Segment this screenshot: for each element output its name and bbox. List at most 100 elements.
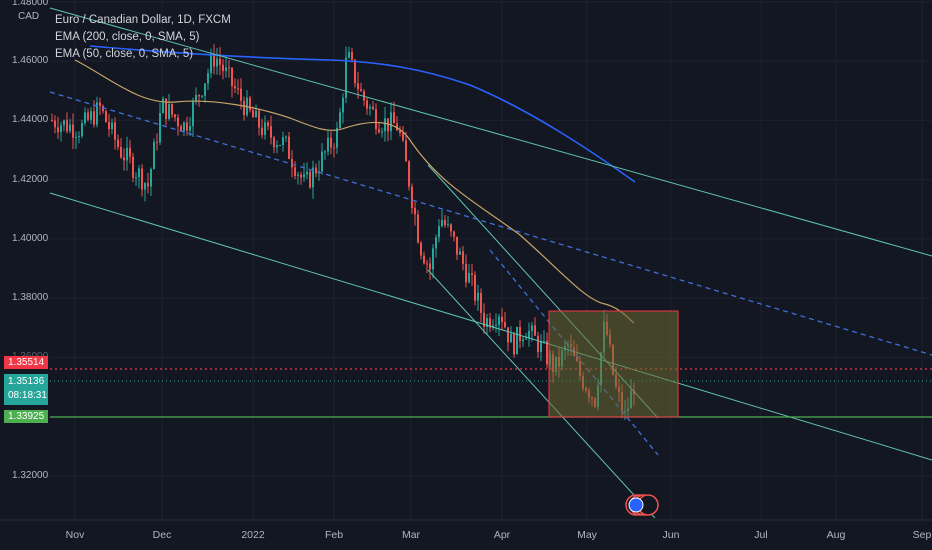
candle-body bbox=[507, 327, 509, 343]
candle-body bbox=[420, 242, 422, 256]
horizontal-line-tag: 1.33925 bbox=[4, 410, 48, 423]
candle-body bbox=[66, 120, 68, 132]
candle-body bbox=[120, 146, 122, 158]
candle-body bbox=[402, 133, 404, 141]
bar-countdown: 08:18:31 bbox=[8, 390, 47, 401]
candle-body bbox=[492, 325, 494, 328]
candlesticks bbox=[51, 44, 635, 420]
candle-body bbox=[96, 102, 98, 125]
candle-body bbox=[435, 237, 437, 249]
candle-body bbox=[450, 224, 452, 232]
candle-body bbox=[249, 97, 251, 111]
candle-body bbox=[54, 120, 56, 128]
candle-body bbox=[132, 156, 134, 178]
time-label: Aug bbox=[826, 529, 846, 541]
candle-body bbox=[186, 122, 188, 131]
candle-body bbox=[195, 94, 197, 102]
time-label: Feb bbox=[324, 529, 344, 541]
candle-body bbox=[465, 263, 467, 283]
candle-body bbox=[198, 94, 200, 97]
candle-body bbox=[189, 126, 191, 131]
candle-body bbox=[447, 224, 449, 226]
candle-body bbox=[360, 89, 362, 92]
candle-body bbox=[504, 322, 506, 328]
candle-body bbox=[75, 136, 77, 138]
candle-body bbox=[183, 122, 185, 132]
candle-body bbox=[273, 137, 275, 148]
ema50-line bbox=[74, 59, 635, 324]
candle-body bbox=[477, 292, 479, 301]
candle-body bbox=[522, 339, 524, 342]
candle-body bbox=[213, 54, 215, 67]
price-tick: 1.32000 bbox=[12, 470, 49, 481]
candle-body bbox=[150, 169, 152, 187]
candle-body bbox=[459, 251, 461, 255]
candle-body bbox=[378, 129, 380, 133]
ema50-legend[interactable]: EMA (50, close, 0, SMA, 5) bbox=[55, 48, 194, 60]
candle-body bbox=[63, 120, 65, 126]
candle-body bbox=[531, 325, 533, 332]
candle-body bbox=[369, 106, 371, 109]
candle-body bbox=[471, 273, 473, 275]
candle-body bbox=[384, 118, 386, 132]
candle-body bbox=[144, 183, 146, 190]
candle-body bbox=[432, 248, 434, 270]
candle-body bbox=[390, 112, 392, 132]
candle-body bbox=[315, 167, 317, 174]
candle-body bbox=[159, 113, 161, 143]
candle-body bbox=[336, 128, 338, 148]
chart-grid bbox=[0, 0, 932, 521]
last-price-tag: 1.35514 bbox=[4, 356, 48, 369]
candle-body bbox=[231, 67, 233, 87]
candle-body bbox=[516, 326, 518, 355]
candle-body bbox=[99, 102, 101, 106]
candle-body bbox=[177, 117, 179, 127]
candle-body bbox=[312, 167, 314, 188]
symbol-title[interactable]: Euro / Canadian Dollar, 1D, FXCM bbox=[55, 14, 231, 26]
candle-body bbox=[462, 251, 464, 264]
event-bubble-icon bbox=[628, 497, 644, 513]
candle-body bbox=[399, 130, 401, 134]
candle-body bbox=[153, 141, 155, 170]
candle-body bbox=[84, 112, 86, 124]
candle-body bbox=[357, 83, 359, 90]
candle-body bbox=[60, 125, 62, 133]
current-price-value: 1.35136 bbox=[8, 376, 45, 387]
candle-body bbox=[135, 177, 137, 179]
candle-body bbox=[387, 118, 389, 132]
candle-body bbox=[363, 91, 365, 101]
candle-body bbox=[90, 111, 92, 120]
time-label: 2022 bbox=[241, 529, 265, 541]
candle-body bbox=[171, 103, 173, 115]
candle-body bbox=[210, 54, 212, 74]
rectangle-zone bbox=[548, 310, 679, 418]
candle-body bbox=[309, 171, 311, 188]
candle-body bbox=[138, 168, 140, 178]
candle-body bbox=[489, 318, 491, 328]
ema200-legend[interactable]: EMA (200, close, 0, SMA, 5) bbox=[55, 31, 200, 43]
candle-body bbox=[438, 226, 440, 238]
candle-body bbox=[348, 51, 350, 58]
dashed-projection bbox=[489, 249, 659, 456]
candle-body bbox=[255, 110, 257, 118]
candle-body bbox=[222, 64, 224, 72]
candle-body bbox=[393, 112, 395, 124]
candle-body bbox=[282, 137, 284, 146]
candle-body bbox=[279, 145, 281, 147]
candle-body bbox=[354, 59, 356, 84]
price-tick: 1.44000 bbox=[12, 114, 49, 125]
time-label: Mar bbox=[401, 529, 421, 541]
candle-body bbox=[69, 124, 71, 132]
candle-body bbox=[168, 103, 170, 119]
candle-body bbox=[147, 183, 149, 187]
candle-body bbox=[453, 231, 455, 237]
candle-body bbox=[423, 255, 425, 264]
candle-body bbox=[525, 338, 527, 340]
candle-body bbox=[87, 112, 89, 120]
candle-body bbox=[288, 136, 290, 159]
candle-body bbox=[207, 73, 209, 84]
candle-body bbox=[294, 167, 296, 176]
candle-body bbox=[180, 126, 182, 132]
candle-body bbox=[117, 139, 119, 147]
